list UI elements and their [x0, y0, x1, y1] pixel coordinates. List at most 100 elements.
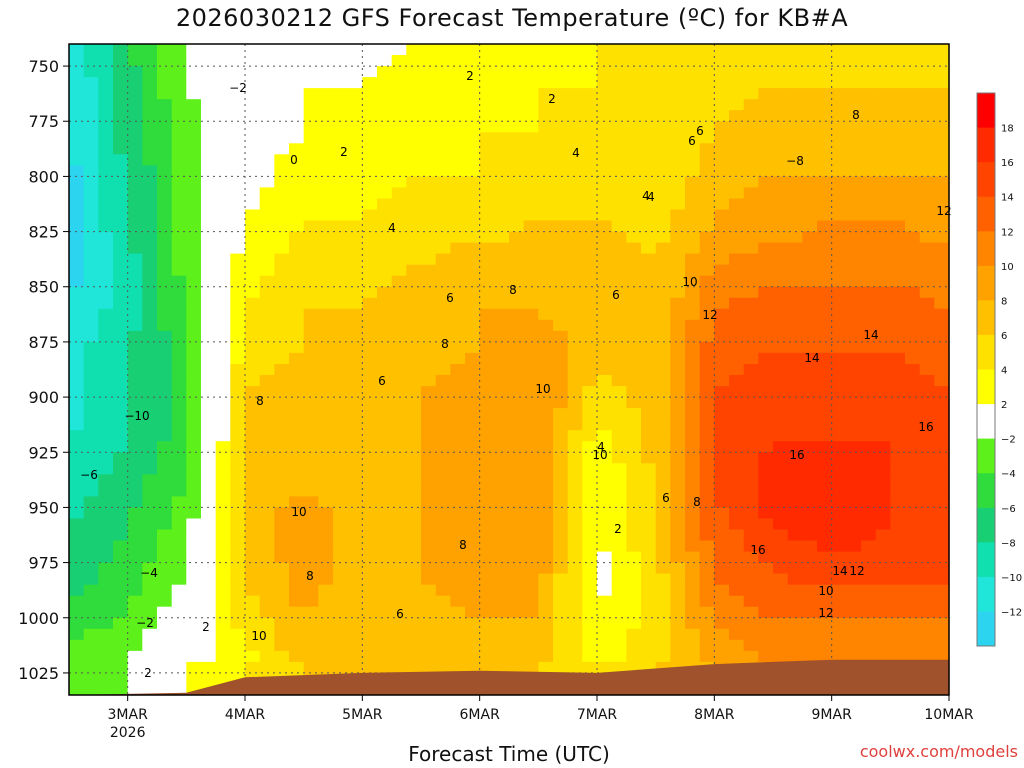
- heat-cell: [186, 330, 202, 343]
- heat-cell: [333, 297, 349, 310]
- heat-cell: [729, 132, 745, 144]
- heat-cell: [875, 573, 891, 586]
- heat-cell: [479, 319, 495, 332]
- heat-cell: [626, 551, 642, 564]
- heat-cell: [861, 397, 877, 409]
- heat-cell: [758, 518, 774, 531]
- heat-cell: [435, 110, 451, 122]
- heat-cell: [743, 176, 759, 188]
- heat-cell: [875, 341, 891, 354]
- heat-cell: [377, 55, 393, 67]
- heat-cell: [494, 628, 510, 641]
- heat-cell: [714, 474, 730, 486]
- heat-cell: [655, 110, 671, 122]
- heat-cell: [186, 99, 202, 111]
- heat-cell: [582, 364, 598, 376]
- heat-cell: [289, 540, 305, 553]
- heat-cell: [274, 121, 290, 133]
- heat-cell: [274, 485, 290, 497]
- heat-cell: [450, 474, 466, 486]
- heat-cell: [201, 441, 217, 453]
- heat-cell: [509, 452, 525, 464]
- heat-cell: [303, 650, 319, 663]
- heat-cell: [626, 452, 642, 464]
- heat-cell: [846, 518, 862, 531]
- heat-cell: [142, 308, 158, 321]
- heat-cell: [729, 66, 745, 78]
- heat-cell: [274, 198, 290, 211]
- heat-cell: [714, 584, 730, 597]
- heat-cell: [567, 44, 583, 56]
- heat-cell: [875, 386, 891, 398]
- heat-cell: [509, 242, 525, 255]
- heat-cell: [905, 308, 921, 321]
- heat-cell: [538, 463, 554, 475]
- heat-cell: [802, 154, 818, 166]
- heat-cell: [743, 408, 759, 420]
- heat-cell: [450, 606, 466, 619]
- heat-cell: [406, 628, 422, 641]
- heat-cell: [890, 375, 906, 387]
- heat-cell: [553, 540, 569, 553]
- heat-cell: [714, 364, 730, 376]
- heat-cell: [509, 507, 525, 519]
- heat-cell: [245, 352, 261, 365]
- heat-cell: [303, 441, 319, 453]
- heat-cell: [274, 44, 290, 56]
- heat-cell: [509, 628, 525, 641]
- heat-cell: [274, 518, 290, 531]
- heat-cell: [157, 66, 173, 78]
- heat-cell: [289, 573, 305, 586]
- heat-cell: [846, 253, 862, 266]
- heat-cell: [641, 551, 657, 564]
- heat-cell: [391, 242, 407, 255]
- heat-cell: [479, 617, 495, 630]
- heat-cell: [553, 518, 569, 531]
- heat-cell: [289, 55, 305, 67]
- heat-cell: [377, 452, 393, 464]
- heat-cell: [758, 551, 774, 564]
- heat-cell: [450, 573, 466, 586]
- heat-cell: [714, 66, 730, 78]
- heat-cell: [802, 77, 818, 89]
- heat-cell: [626, 518, 642, 531]
- heat-cell: [69, 518, 85, 531]
- heat-cell: [479, 176, 495, 188]
- heat-cell: [259, 352, 275, 365]
- heat-cell: [450, 77, 466, 89]
- heat-cell: [582, 441, 598, 453]
- heat-cell: [729, 463, 745, 475]
- heat-cell: [890, 319, 906, 332]
- y-tick-label: 750: [28, 57, 59, 76]
- heat-cell: [523, 176, 539, 188]
- heat-cell: [670, 99, 686, 111]
- heat-cell: [714, 430, 730, 442]
- heat-cell: [377, 573, 393, 586]
- heat-cell: [318, 375, 334, 387]
- heat-cell: [743, 386, 759, 398]
- heat-cell: [919, 297, 935, 310]
- heat-cell: [919, 242, 935, 255]
- heat-cell: [245, 231, 261, 244]
- heat-cell: [98, 253, 114, 266]
- credit-link[interactable]: coolwx.com/models: [859, 742, 1018, 761]
- heat-cell: [494, 584, 510, 597]
- heat-cell: [435, 297, 451, 310]
- heat-cell: [289, 319, 305, 332]
- heat-cell: [582, 121, 598, 133]
- heat-cell: [303, 606, 319, 619]
- contour-label: 14: [804, 351, 819, 365]
- heat-cell: [523, 650, 539, 663]
- colorbar-tick-label: 2: [1001, 400, 1007, 411]
- heat-cell: [494, 474, 510, 486]
- heat-cell: [259, 242, 275, 255]
- heat-cell: [377, 474, 393, 486]
- heat-cell: [362, 617, 378, 630]
- heat-cell: [758, 540, 774, 553]
- heat-cell: [905, 573, 921, 586]
- heat-cell: [523, 606, 539, 619]
- heat-cell: [597, 242, 613, 255]
- heat-cell: [655, 330, 671, 343]
- contour-label: −2: [229, 81, 247, 95]
- heat-cell: [831, 650, 847, 663]
